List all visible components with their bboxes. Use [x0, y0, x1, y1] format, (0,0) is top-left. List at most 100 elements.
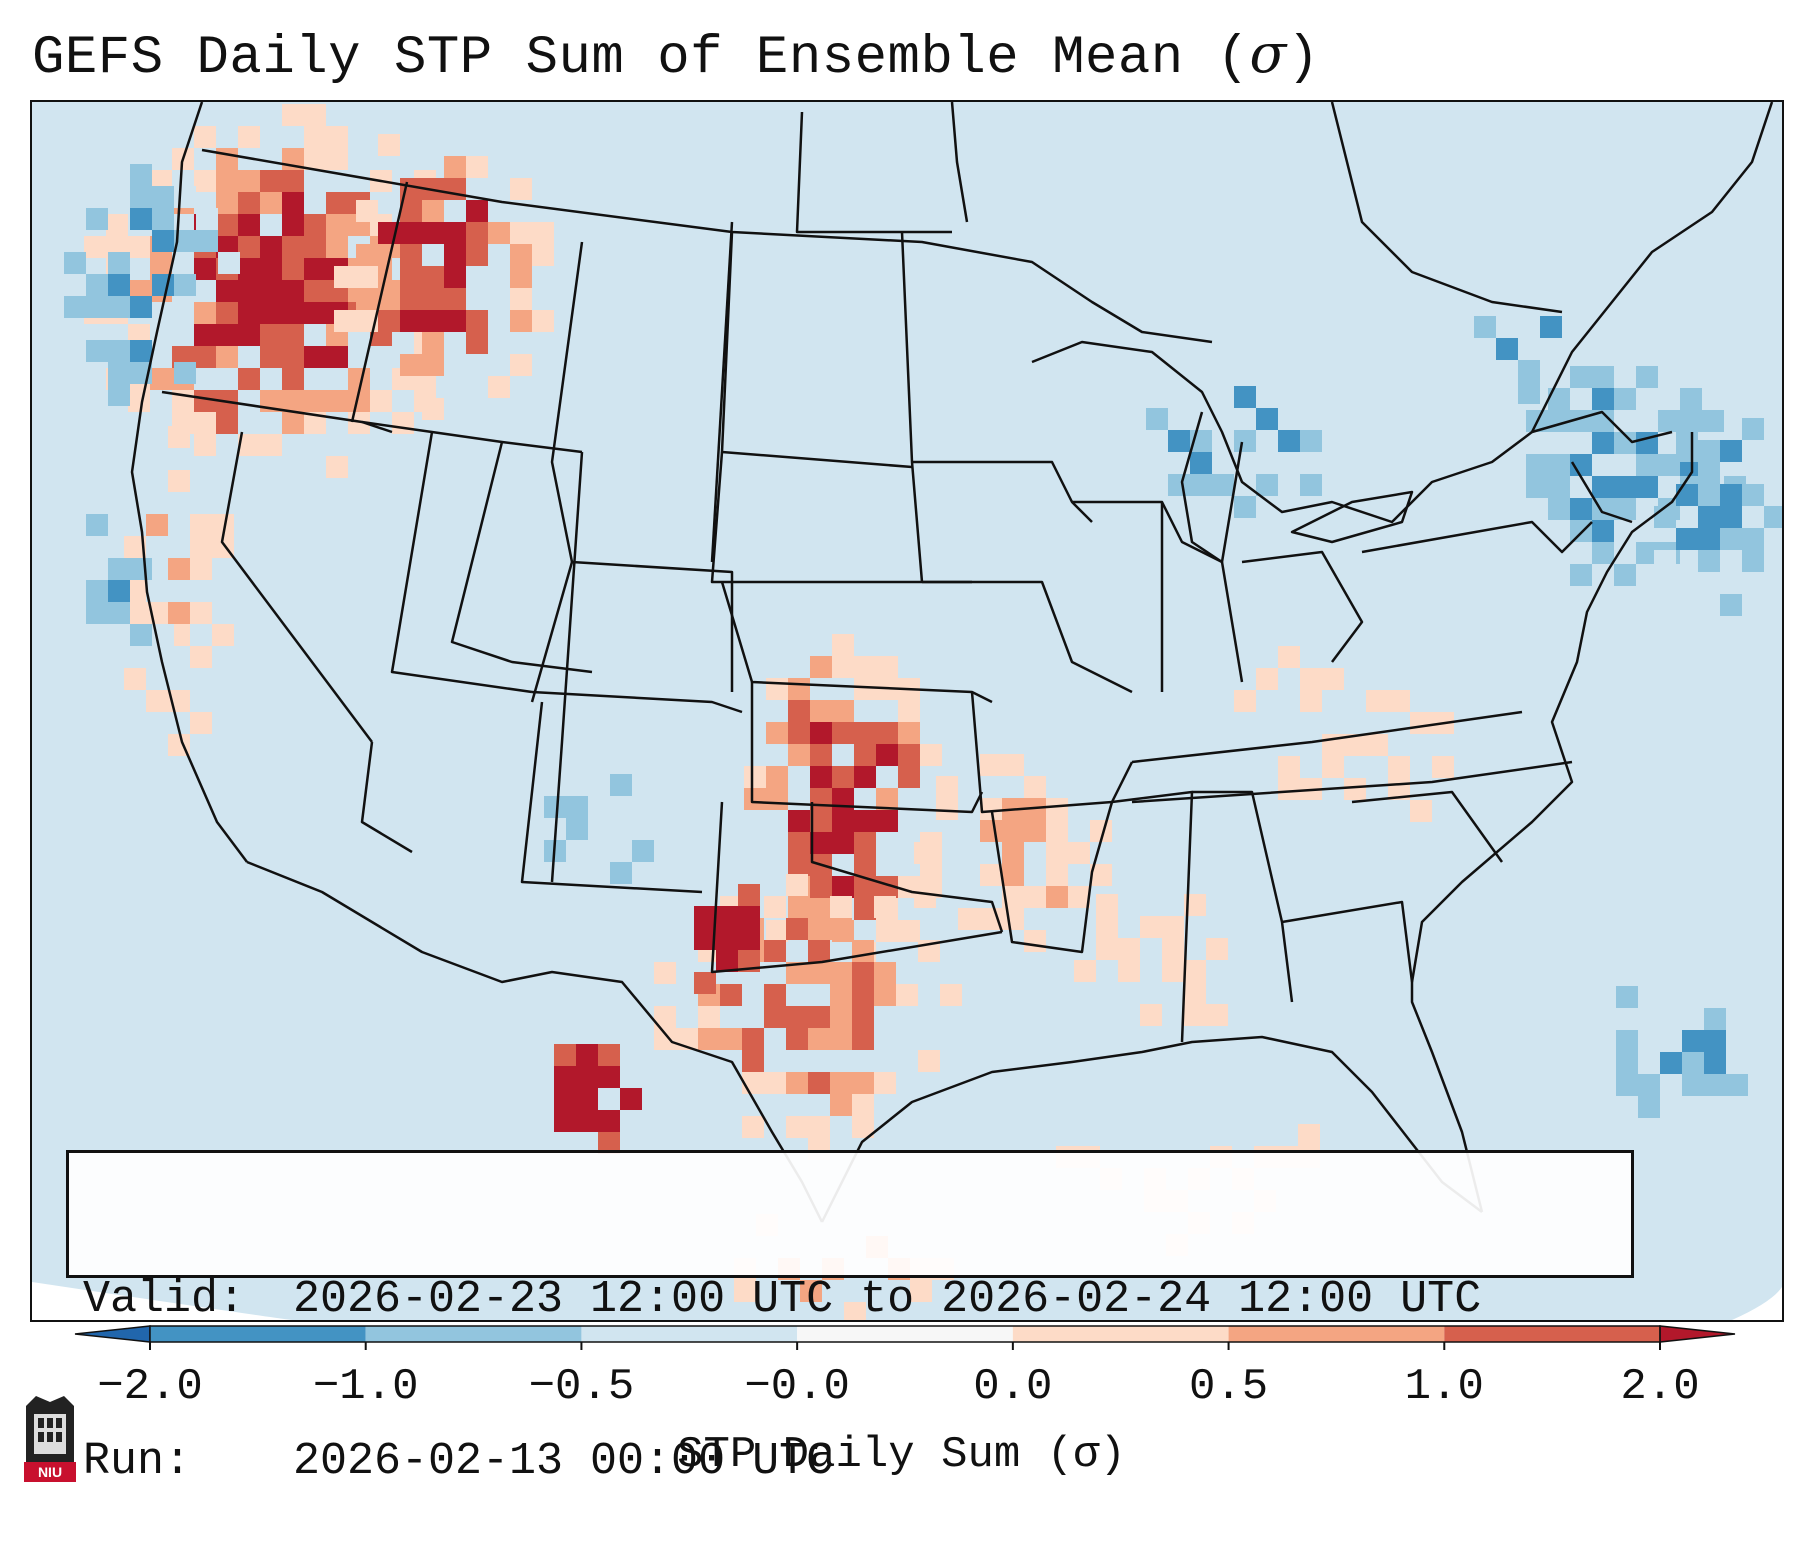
stp-cell-texas: [830, 1028, 852, 1050]
stp-cell-plains: [788, 832, 810, 854]
state-line: [750, 682, 984, 814]
stp-cell-idaho: [356, 266, 378, 288]
stp-cell-plains: [744, 766, 766, 788]
stp-cell-texas: [852, 984, 874, 1006]
stp-cell-deep-south: [1184, 960, 1206, 982]
stp-cell-pnw: [282, 302, 304, 324]
stp-cell-arklatex: [1068, 842, 1090, 864]
stp-cell-arklatex: [980, 798, 1002, 820]
stp-cell-pnw: [260, 170, 282, 192]
stp-cell-idaho: [378, 134, 400, 156]
stp-cell-great-lakes-cool: [1256, 474, 1278, 496]
stp-cell-texas: [654, 1006, 676, 1028]
stp-cell-plains: [832, 700, 854, 722]
stp-cell-plains: [788, 898, 810, 920]
stp-cell-new-mexico: [694, 906, 716, 928]
colorbar-bin: [581, 1326, 798, 1342]
stp-cell-atlantic-cool: [1742, 550, 1764, 572]
state-line: [970, 691, 1134, 814]
us-mexico-border: [246, 860, 824, 1223]
stp-cell-california: [190, 536, 212, 558]
stp-cell-bermuda-cool: [1726, 1074, 1748, 1096]
stp-cell-west-texas: [554, 1044, 576, 1066]
stp-cell-arklatex: [1024, 886, 1046, 908]
state-line: [922, 580, 1133, 694]
stp-cell-northeast-cool: [1592, 520, 1614, 542]
stp-cell-california: [212, 624, 234, 646]
stp-cell-arklatex: [1002, 908, 1024, 930]
stp-cell-atlantic-cool: [1698, 528, 1720, 550]
stp-cell-pacific-cool: [218, 252, 240, 274]
coastline-west: [130, 102, 248, 863]
stp-cell-pacific-cool: [108, 558, 130, 580]
colorbar-bin: [150, 1326, 366, 1342]
stp-cell-idaho: [488, 222, 510, 244]
stp-cell-texas: [654, 962, 676, 984]
stp-cell-plains: [744, 788, 766, 810]
stp-cell-deep-south: [1162, 938, 1184, 960]
stp-cell-plains: [832, 788, 854, 810]
stp-cell-northeast-cool: [1548, 454, 1570, 476]
stp-cell-arklatex: [958, 908, 980, 930]
quebec-border: [1330, 102, 1563, 314]
stp-cell-texas: [808, 1072, 830, 1094]
stp-cell-idaho: [422, 222, 444, 244]
stp-cell-pacific-cool: [108, 384, 130, 406]
stp-cell-pacific-cool: [86, 602, 108, 624]
stp-cell-great-lakes-cool: [1234, 430, 1256, 452]
stp-cell-texas: [808, 940, 830, 962]
canada-border: [201, 148, 1213, 344]
stp-cell-pnw: [238, 280, 260, 302]
stp-cell-idaho: [356, 310, 378, 332]
stp-cell-idaho: [532, 310, 554, 332]
stp-cell-texas: [808, 918, 830, 940]
stp-cell-pnw: [260, 346, 282, 368]
stp-cell-pnw: [216, 148, 238, 170]
stp-cell-pacific-cool: [130, 164, 152, 186]
stp-cell-northeast-cool: [1592, 476, 1614, 498]
stp-cell-texas: [742, 1028, 764, 1050]
stp-cell-idaho: [444, 222, 466, 244]
stp-cell-bermuda-cool: [1616, 1074, 1638, 1096]
stp-cell-great-lakes-cool: [1278, 430, 1300, 452]
stp-cell-pacific-cool: [152, 186, 174, 208]
colorbar-bin: [1444, 1326, 1660, 1342]
stp-cell-idaho: [422, 200, 444, 222]
stp-cell-northeast-cool: [1636, 366, 1658, 388]
stp-cell-pacific-cool: [130, 186, 152, 208]
run-value: 2026-02-13 00:00 UTC: [293, 1436, 834, 1487]
stp-cell-great-lakes-cool: [1190, 452, 1212, 474]
stp-cell-great-lakes-cool: [1322, 408, 1344, 430]
stp-cell-pacific-cool: [108, 274, 130, 296]
stp-cell-plains: [898, 766, 920, 788]
stp-cell-atlantic-cool: [1720, 374, 1742, 396]
stp-cell-plains: [832, 810, 854, 832]
colorbar-frame: [149, 1325, 1661, 1343]
stp-cell-idaho: [444, 244, 466, 266]
stp-cell-pacific-cool: [86, 580, 108, 602]
stp-cell-california: [190, 646, 212, 668]
stp-cell-arklatex: [936, 776, 958, 798]
stp-cell-pacific-cool: [174, 230, 196, 252]
stp-cell-idaho: [356, 288, 378, 310]
stp-cell-idaho: [378, 310, 400, 332]
stp-cell-arklatex: [980, 864, 1002, 886]
stp-cell-ohio-valley: [1300, 690, 1322, 712]
boundaries: [130, 102, 1774, 1223]
map-canvas: [32, 102, 1782, 1320]
stp-cell-pnw: [260, 434, 282, 456]
stp-cell-northeast-cool: [1702, 410, 1724, 432]
stp-cell-california: [168, 470, 190, 492]
stp-cell-idaho: [422, 266, 444, 288]
stp-cell-deep-south: [1096, 894, 1118, 916]
state-line: [390, 431, 533, 694]
stp-cell-texas: [896, 984, 918, 1006]
stp-cell-northeast-cool: [1592, 410, 1614, 432]
stp-cell-pnw: [326, 214, 348, 236]
stp-cell-northeast-cool: [1570, 564, 1592, 586]
stp-cell-texas: [830, 1094, 852, 1116]
stp-cell-texas: [874, 1072, 896, 1094]
state-line: [360, 741, 413, 854]
stp-cell-northeast-cool: [1636, 542, 1658, 564]
stp-cell-texas: [808, 1116, 830, 1138]
